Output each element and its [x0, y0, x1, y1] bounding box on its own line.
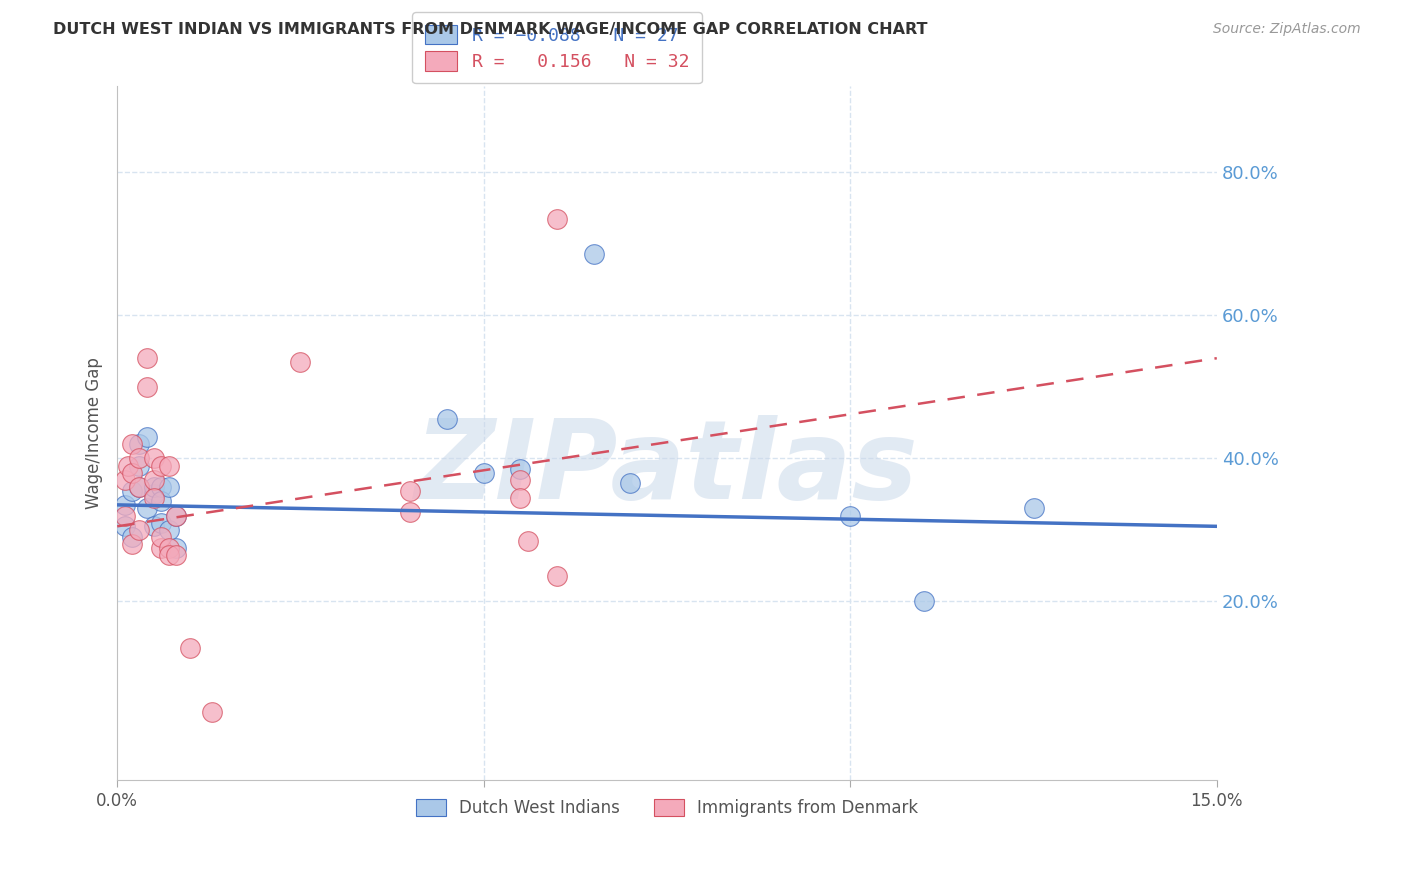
- Point: [142, 451, 165, 466]
- Point: [114, 498, 136, 512]
- Point: [399, 483, 422, 498]
- Point: [150, 541, 173, 555]
- Point: [165, 541, 187, 555]
- Point: [150, 494, 173, 508]
- Point: [150, 516, 173, 530]
- Point: [165, 508, 187, 523]
- Y-axis label: Wage/Income Gap: Wage/Income Gap: [86, 358, 103, 509]
- Point: [128, 437, 150, 451]
- Point: [114, 473, 136, 487]
- Point: [157, 480, 180, 494]
- Point: [509, 473, 531, 487]
- Point: [114, 519, 136, 533]
- Point: [165, 548, 187, 562]
- Point: [121, 437, 143, 451]
- Point: [135, 380, 157, 394]
- Point: [157, 548, 180, 562]
- Point: [516, 533, 538, 548]
- Point: [179, 640, 201, 655]
- Point: [582, 247, 605, 261]
- Point: [117, 458, 139, 473]
- Text: Source: ZipAtlas.com: Source: ZipAtlas.com: [1213, 22, 1361, 37]
- Point: [128, 480, 150, 494]
- Point: [509, 462, 531, 476]
- Point: [121, 537, 143, 551]
- Point: [1022, 501, 1045, 516]
- Point: [157, 458, 180, 473]
- Point: [135, 430, 157, 444]
- Legend: Dutch West Indians, Immigrants from Denmark: Dutch West Indians, Immigrants from Denm…: [409, 792, 925, 824]
- Point: [135, 501, 157, 516]
- Point: [201, 706, 224, 720]
- Point: [142, 519, 165, 533]
- Point: [509, 491, 531, 505]
- Point: [128, 458, 150, 473]
- Point: [142, 487, 165, 501]
- Point: [135, 351, 157, 366]
- Point: [436, 412, 458, 426]
- Point: [128, 451, 150, 466]
- Point: [399, 505, 422, 519]
- Point: [128, 523, 150, 537]
- Text: ZIPatlas: ZIPatlas: [415, 415, 920, 522]
- Point: [150, 480, 173, 494]
- Point: [128, 480, 150, 494]
- Point: [150, 530, 173, 544]
- Point: [142, 491, 165, 505]
- Point: [142, 473, 165, 487]
- Point: [619, 476, 641, 491]
- Point: [142, 480, 165, 494]
- Point: [165, 508, 187, 523]
- Point: [912, 594, 935, 608]
- Point: [121, 530, 143, 544]
- Point: [157, 523, 180, 537]
- Point: [472, 466, 495, 480]
- Point: [546, 211, 568, 226]
- Point: [839, 508, 862, 523]
- Point: [290, 355, 312, 369]
- Point: [157, 541, 180, 555]
- Point: [121, 483, 143, 498]
- Point: [114, 508, 136, 523]
- Text: DUTCH WEST INDIAN VS IMMIGRANTS FROM DENMARK WAGE/INCOME GAP CORRELATION CHART: DUTCH WEST INDIAN VS IMMIGRANTS FROM DEN…: [53, 22, 928, 37]
- Point: [121, 466, 143, 480]
- Point: [546, 569, 568, 583]
- Point: [150, 458, 173, 473]
